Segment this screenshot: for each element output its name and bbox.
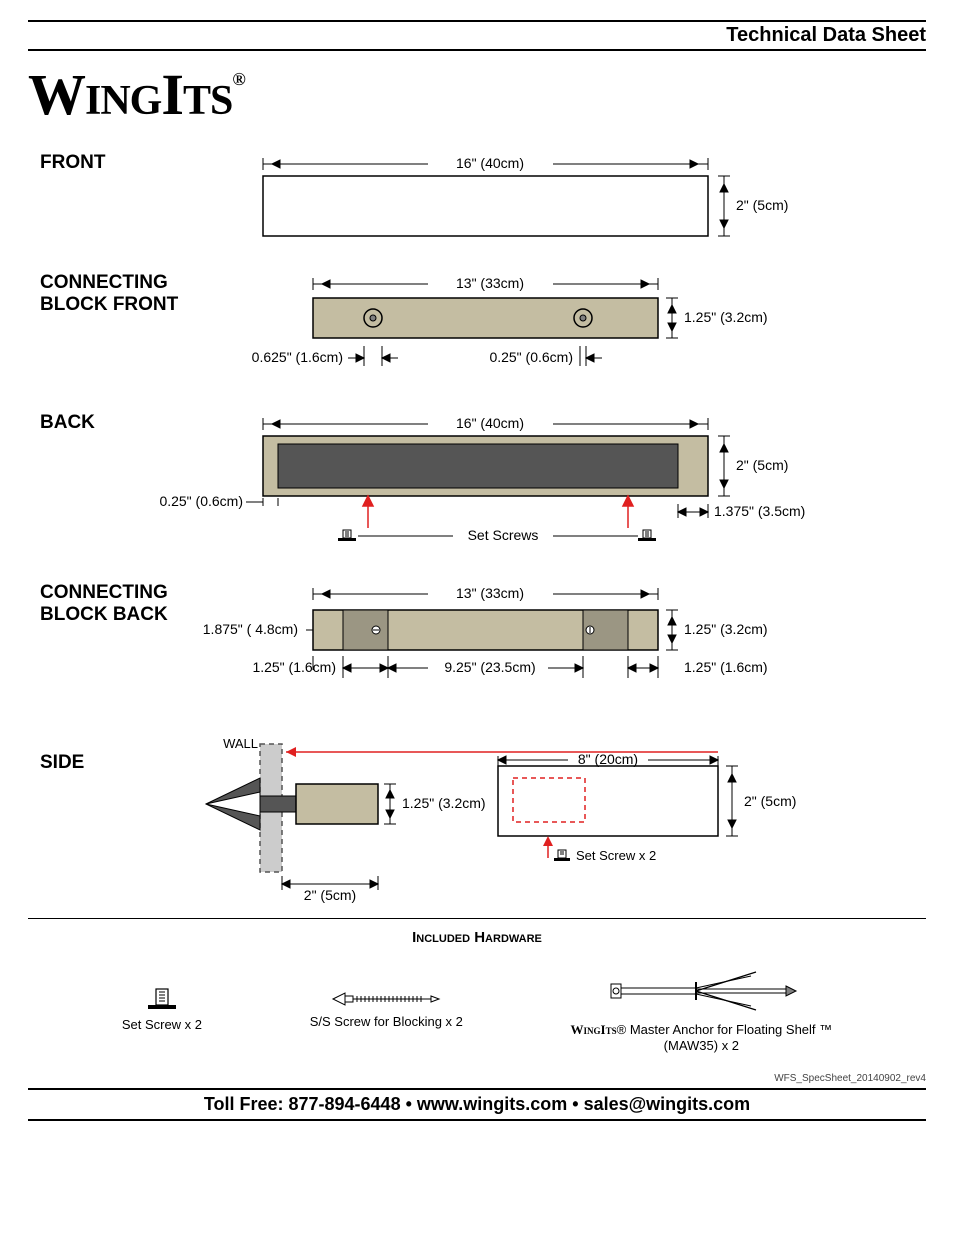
hardware-row: Set Screw x 2 S (28, 956, 926, 1073)
dim-cbf-height: 1.25" (3.2cm) (684, 309, 768, 325)
dim-back-height: 2" (5cm) (736, 457, 788, 473)
label-wall: WALL (223, 736, 258, 751)
dim-side-depth: 2" (5cm) (304, 887, 356, 903)
label-cbb: CONNECTING BLOCK BACK (40, 582, 173, 625)
dim-cbb-end-l: 1.25" (1.6cm) (252, 659, 336, 675)
hw-ss-screw: S/S Screw for Blocking x 2 (310, 990, 463, 1029)
footnote: WFS_SpecSheet_20140902_rev4 (28, 1073, 926, 1084)
dim-front-height: 2" (5cm) (736, 197, 788, 213)
dim-cbf-width: 13" (33cm) (456, 275, 524, 291)
dim-cbf-hole: 0.25" (0.6cm) (489, 349, 573, 365)
dim-cbb-leftmargin: 1.875" ( 4.8cm) (203, 621, 298, 637)
diagram-back: BACK 16" (40cm) 2" (28, 408, 926, 578)
dim-cbb-between: 9.25" (23.5cm) (444, 659, 535, 675)
dim-cbf-offset: 0.625" (1.6cm) (252, 349, 343, 365)
header-title: Technical Data Sheet (28, 20, 926, 51)
dim-back-inset-r: 1.375" (3.5cm) (714, 503, 805, 519)
hardware-title: Included Hardware (28, 929, 926, 946)
dim-cbb-width: 13" (33cm) (456, 585, 524, 601)
dim-side-blockh: 1.25" (3.2cm) (402, 795, 486, 811)
hw-set-screw: Set Screw x 2 (122, 987, 202, 1032)
label-set-screws: Set Screws (468, 527, 539, 543)
footer: Toll Free: 877-894-6448 • www.wingits.co… (28, 1088, 926, 1121)
logo: WINGITS® (28, 61, 926, 128)
label-side: SIDE (40, 752, 84, 773)
dim-cbb-end-r: 1.25" (1.6cm) (684, 659, 768, 675)
label-side-setscrew: Set Screw x 2 (576, 848, 656, 863)
dim-back-width: 16" (40cm) (456, 415, 524, 431)
hw-brand: WingIts (571, 1022, 617, 1037)
dim-cbb-height: 1.25" (3.2cm) (684, 621, 768, 637)
diagram-conn-block-front: CONNECTING BLOCK FRONT 13" (33cm) (28, 268, 926, 408)
diagram-conn-block-back: CONNECTING BLOCK BACK 13" (33cm) (28, 578, 926, 728)
label-front: FRONT (40, 152, 106, 173)
dim-side-shelfh: 2" (5cm) (744, 793, 796, 809)
divider (28, 918, 926, 919)
diagram-front: FRONT 16" (40cm) 2" (5cm) (28, 148, 926, 268)
diagram-side: SIDE WALL 1.25" (3.2cm) (28, 728, 926, 908)
label-cbf: CONNECTING BLOCK FRONT (40, 272, 179, 315)
label-back: BACK (40, 412, 95, 433)
hw-master-anchor: WingIts® Master Anchor for Floating Shel… (571, 966, 833, 1053)
dim-back-inset-l: 0.25" (0.6cm) (159, 493, 243, 509)
dim-side-shelfw: 8" (20cm) (578, 751, 638, 767)
dim-front-width: 16" (40cm) (456, 155, 524, 171)
